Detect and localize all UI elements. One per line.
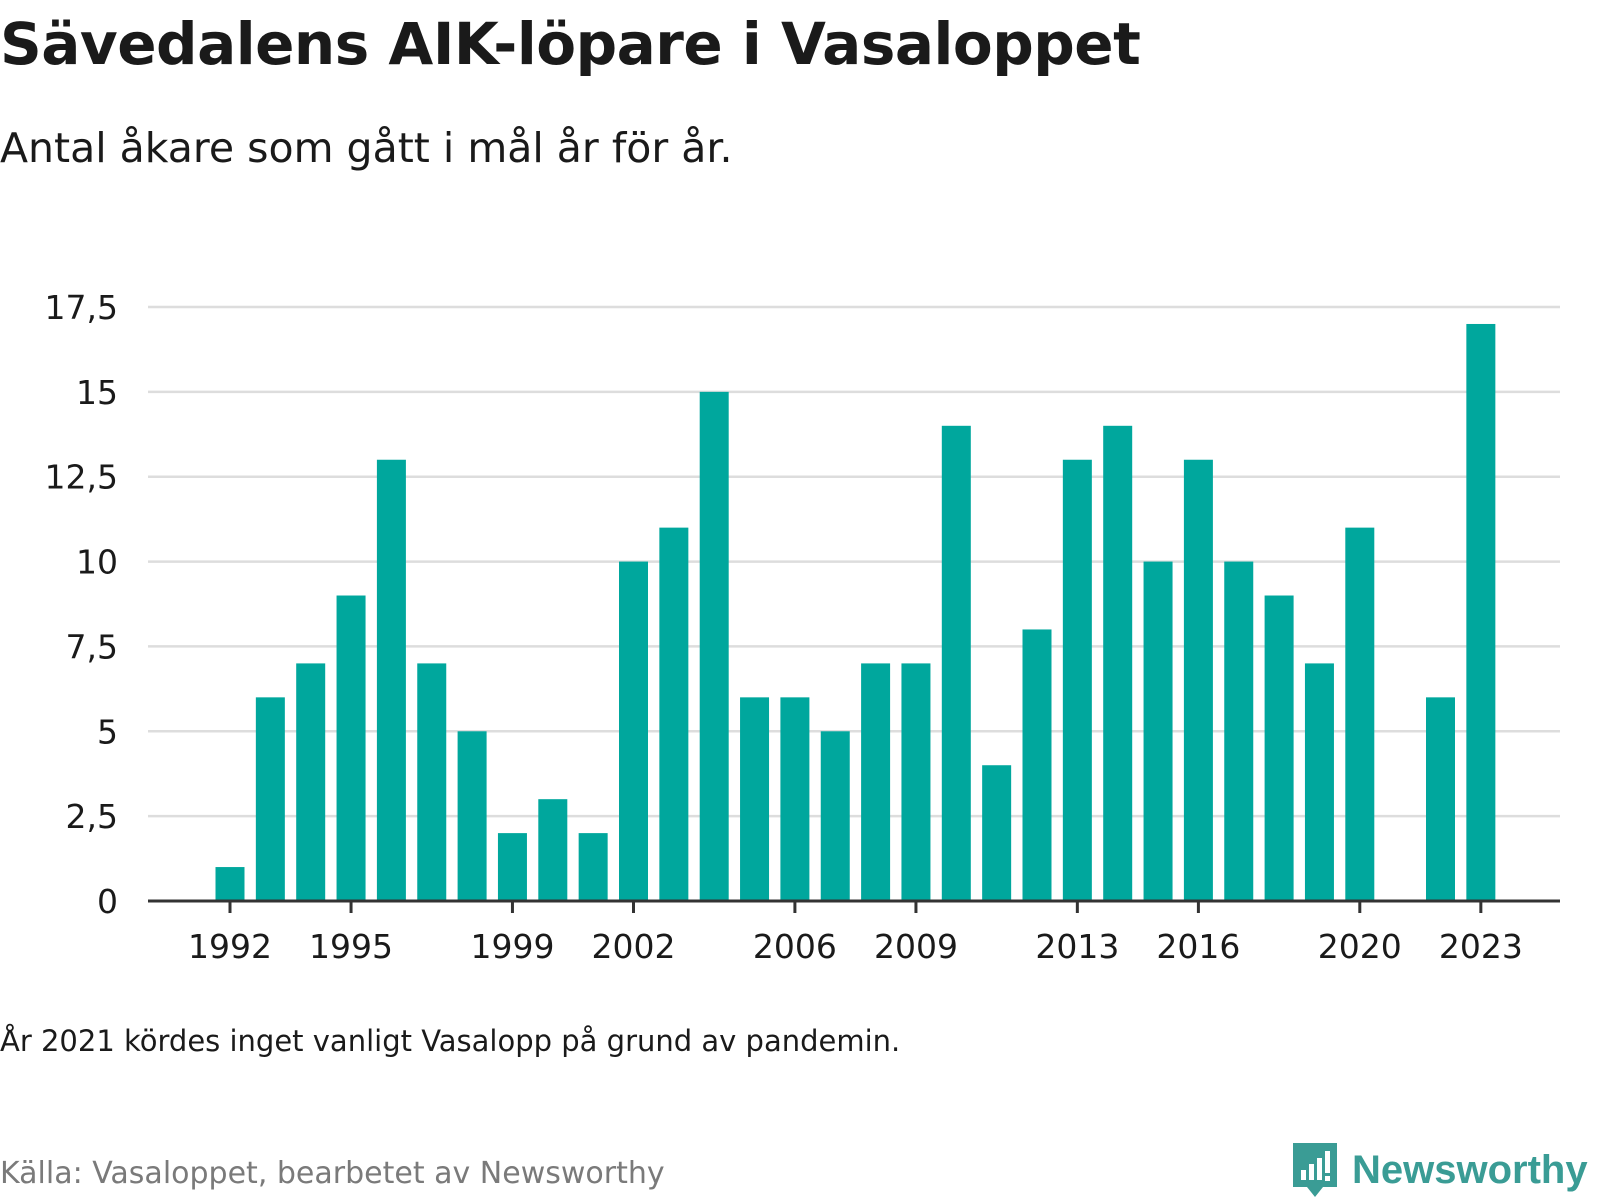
bar-2004 — [699, 391, 729, 901]
bar-2022 — [1426, 697, 1455, 901]
bar-2016 — [1183, 459, 1213, 901]
bar-chart: 0 2,5 5 7,5 10 12,5 15 17,5 1992 1995 1999 2002 2006… — [45, 288, 1560, 966]
source-text: Källa: Vasaloppet, bearbetet av Newswort… — [0, 1156, 665, 1191]
y-tick-label: 0 — [97, 882, 118, 921]
x-tick-label: 2023 — [1439, 927, 1523, 966]
brand-name: Newsworthy — [1352, 1147, 1588, 1192]
newsworthy-logo: Newsworthy — [1290, 1140, 1588, 1200]
y-tick-label: 7,5 — [66, 627, 118, 666]
x-tick-label: 2013 — [1035, 927, 1119, 966]
y-tick-label: 5 — [97, 712, 118, 751]
bar-2005 — [740, 697, 770, 901]
bar-1992 — [215, 867, 245, 901]
x-tick-label: 2016 — [1156, 927, 1240, 966]
x-tick-label: 1999 — [470, 927, 554, 966]
bar-2017 — [1224, 561, 1254, 901]
bar-2007 — [820, 731, 850, 901]
bar-2003 — [659, 527, 689, 901]
bar-1995 — [336, 595, 366, 901]
y-tick-label: 12,5 — [45, 458, 118, 497]
x-tick-label: 2006 — [753, 927, 837, 966]
x-tick-label: 2009 — [874, 927, 958, 966]
bar-2019 — [1304, 663, 1334, 901]
bar-2015 — [1143, 561, 1173, 901]
y-tick-label: 10 — [76, 543, 118, 582]
y-tick-label: 15 — [76, 373, 118, 412]
bar-2013 — [1062, 459, 1092, 901]
bar-1994 — [296, 663, 326, 901]
bar-1998 — [457, 731, 487, 901]
x-tick-label: 2020 — [1318, 927, 1402, 966]
bar-2000 — [538, 799, 568, 901]
bar-2011 — [982, 765, 1012, 901]
x-tick-label: 2002 — [592, 927, 676, 966]
bar-1996 — [376, 459, 406, 901]
bar-2001 — [578, 833, 608, 901]
x-tick-label: 1992 — [188, 927, 272, 966]
bar-2010 — [941, 425, 971, 901]
bar-2002 — [619, 561, 648, 901]
bar-2009 — [901, 663, 931, 901]
bar-2023 — [1466, 323, 1496, 901]
bar-1997 — [417, 663, 447, 901]
footnote: År 2021 kördes inget vanligt Vasalopp på… — [0, 1024, 901, 1058]
y-tick-label: 17,5 — [45, 288, 118, 327]
bar-2008 — [861, 663, 891, 901]
bar-chart-speech-bubble-icon — [1293, 1143, 1337, 1197]
chart-title: Sävedalens AIK-löpare i Vasaloppet — [0, 10, 1141, 78]
chart-subtitle: Antal åkare som gått i mål år för år. — [0, 124, 733, 172]
x-tick-label: 1995 — [309, 927, 393, 966]
bar-1993 — [255, 697, 285, 901]
bar-2006 — [780, 697, 810, 901]
bar-2014 — [1103, 425, 1133, 901]
bar-2020 — [1345, 527, 1375, 901]
bar-2018 — [1264, 595, 1294, 901]
y-tick-label: 2,5 — [66, 797, 118, 836]
bar-2012 — [1022, 629, 1052, 901]
bar-1999 — [497, 833, 527, 901]
